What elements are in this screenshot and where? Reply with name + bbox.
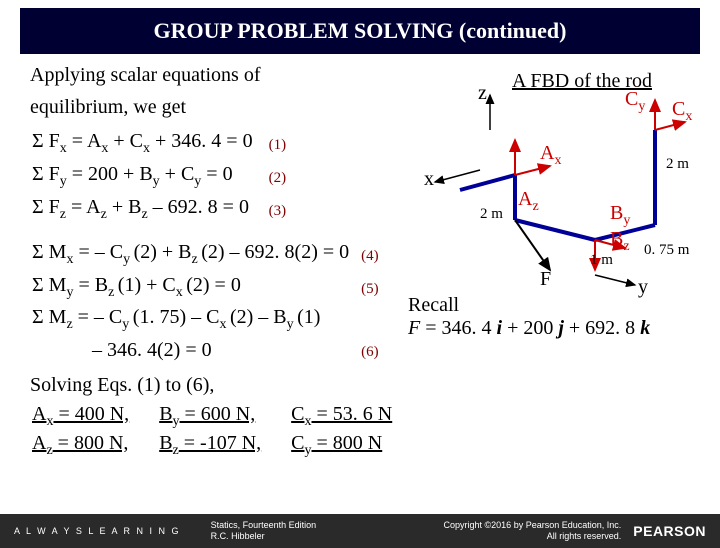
ans-by: By = 600 N, [159, 403, 255, 425]
ans-bz: Bz = -107 N, [159, 432, 261, 454]
dim-2m-a: 2 m [666, 156, 689, 173]
eq-fz: Σ Fz = Az + Bz – 692. 8 = 0 [32, 196, 249, 218]
ans-az: Az = 800 N, [32, 432, 128, 454]
solving-text: Solving Eqs. (1) to (6), [30, 374, 690, 397]
eq-mx: Σ Mx = – Cy (2) + Bz (2) – 692. 8(2) = 0 [32, 241, 349, 263]
eq-my: Σ My = Bz (1) + Cx (2) = 0 [32, 274, 241, 296]
eqnum-3: (3) [269, 203, 287, 219]
fbd-diagram: A FBD of the rod [420, 70, 700, 300]
title-bar: GROUP PROBLEM SOLVING (continued) [20, 8, 700, 54]
eqnum-2: (2) [269, 170, 287, 186]
by-label: By [610, 202, 630, 229]
eqnum-6: (6) [361, 344, 379, 360]
eq-fx: Σ Fx = Ax + Cx + 346. 4 = 0 [32, 130, 253, 152]
footer-copy: Copyright ©2016 by Pearson Education, In… [444, 520, 622, 542]
F-label: F [540, 268, 551, 291]
footer-always: A L W A Y S L E A R N I N G [14, 526, 181, 536]
footer-book1: Statics, Fourteenth Edition [211, 520, 317, 530]
eqnum-5: (5) [361, 281, 379, 297]
dim-075: 0. 75 m [644, 242, 689, 259]
footer-book: Statics, Fourteenth Edition R.C. Hibbele… [211, 520, 317, 542]
footer-brand: PEARSON [633, 523, 706, 539]
eq-mz2: – 346. 4(2) = 0 [32, 339, 212, 361]
dim-1m: 1 m [590, 252, 613, 269]
force-equations: Σ Fx = Ax + Cx + 346. 4 = 0 (1) Σ Fy = 20… [30, 126, 288, 227]
z-label: z [478, 82, 487, 105]
moment-equations: Σ Mx = – Cy (2) + Bz (2) – 692. 8(2) = 0… [30, 237, 381, 367]
eq-mz1: Σ Mz = – Cy (1. 75) – Cx (2) – By (1) [32, 306, 320, 328]
eqnum-1: (1) [269, 137, 287, 153]
recall-line2: F = 346. 4 i + 200 j + 692. 8 k [408, 317, 708, 340]
ans-ax: Ax = 400 N, [32, 403, 129, 425]
eqnum-4: (4) [361, 248, 379, 264]
eq-fy: Σ Fy = 200 + By + Cy = 0 [32, 163, 233, 185]
answers-table: Ax = 400 N, By = 600 N, Cx = 53. 6 N Az … [30, 401, 422, 461]
bz-label: Bz [610, 228, 630, 255]
x-label: x [424, 168, 434, 191]
footer-copy1: Copyright ©2016 by Pearson Education, In… [444, 520, 622, 530]
az-label: Az [518, 188, 539, 215]
ax-label: Ax [540, 142, 561, 169]
recall-block: Recall F = 346. 4 i + 200 j + 692. 8 k [408, 294, 708, 340]
cy-label: Cy [625, 88, 645, 115]
fbd-svg [420, 70, 700, 310]
ans-cx: Cx = 53. 6 N [291, 403, 392, 425]
recall-line1: Recall [408, 294, 708, 317]
dim-2m-b: 2 m [480, 206, 503, 223]
ans-cy: Cy = 800 N [291, 432, 382, 454]
cx-label: Cx [672, 98, 692, 125]
footer-bar: A L W A Y S L E A R N I N G Statics, Fou… [0, 514, 720, 548]
